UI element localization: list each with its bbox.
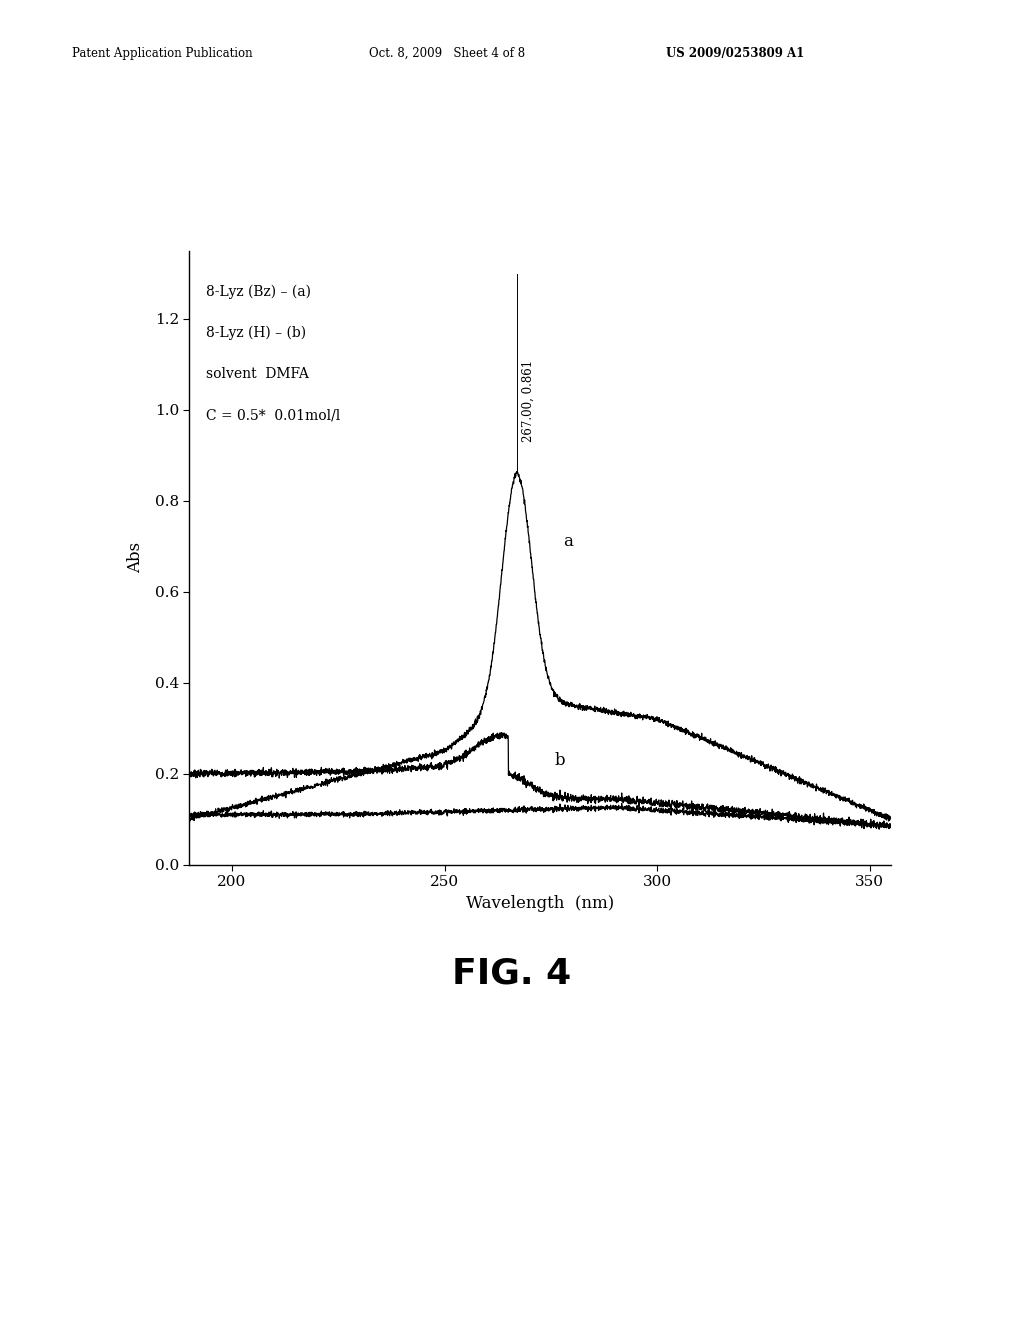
Text: Oct. 8, 2009   Sheet 4 of 8: Oct. 8, 2009 Sheet 4 of 8 (369, 46, 524, 59)
X-axis label: Wavelength  (nm): Wavelength (nm) (466, 895, 614, 912)
Text: a: a (563, 533, 573, 550)
Text: Patent Application Publication: Patent Application Publication (72, 46, 252, 59)
Text: 267.00, 0.861: 267.00, 0.861 (522, 359, 535, 442)
Y-axis label: Abs: Abs (127, 543, 143, 573)
Text: C = 0.5*  0.01mol/l: C = 0.5* 0.01mol/l (207, 408, 341, 422)
Text: 8-Lyz (Bz) – (a): 8-Lyz (Bz) – (a) (207, 285, 311, 300)
Text: b: b (555, 751, 565, 768)
Text: solvent  DMFA: solvent DMFA (207, 367, 309, 381)
Text: FIG. 4: FIG. 4 (453, 957, 571, 990)
Text: 8-Lyz (H) – (b): 8-Lyz (H) – (b) (207, 326, 306, 341)
Text: US 2009/0253809 A1: US 2009/0253809 A1 (666, 46, 804, 59)
